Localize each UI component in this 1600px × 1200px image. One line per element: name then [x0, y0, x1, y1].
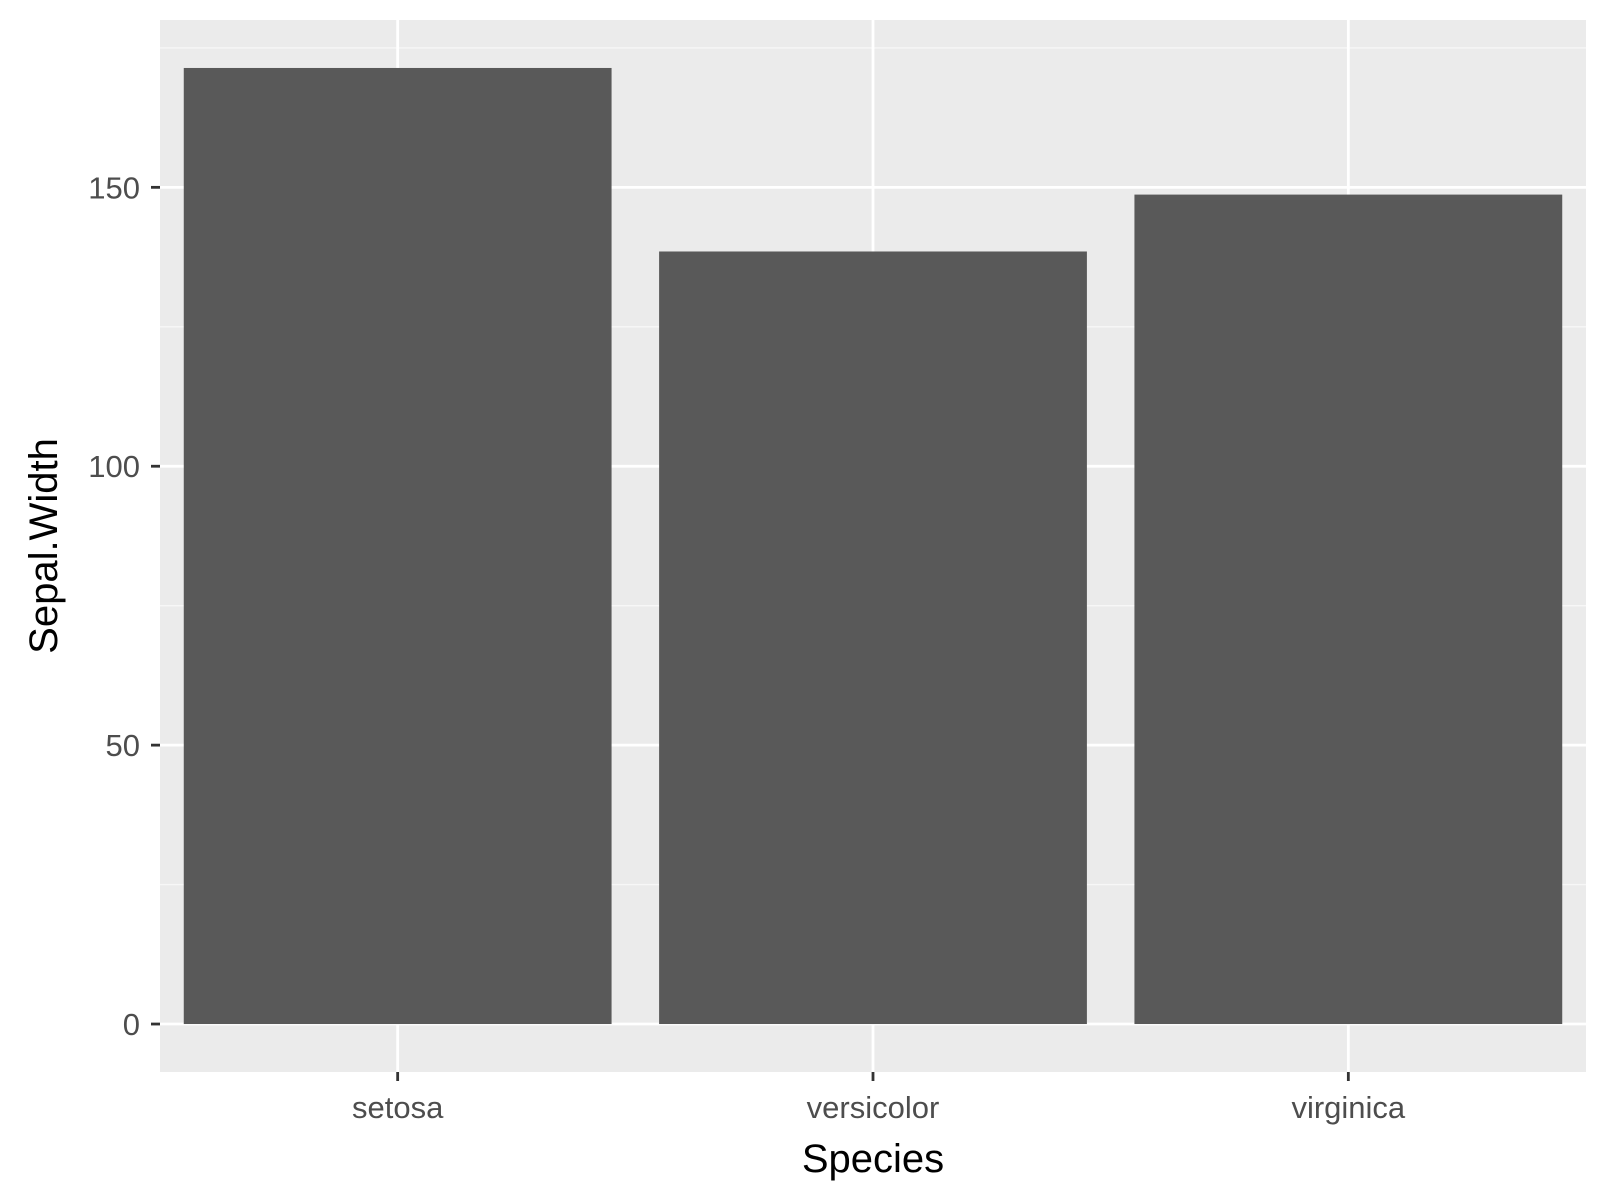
- y-tick-label: 150: [88, 170, 140, 205]
- y-tick-label: 50: [106, 728, 140, 763]
- x-tick-label: setosa: [352, 1090, 444, 1125]
- x-tick-label: virginica: [1291, 1090, 1405, 1125]
- x-tick-label: versicolor: [807, 1090, 940, 1125]
- bar-virginica: [1134, 194, 1563, 1025]
- y-axis-title: Sepal.Width: [22, 438, 66, 654]
- bars: [183, 67, 1563, 1025]
- bar-versicolor: [659, 251, 1087, 1025]
- y-tick-label: 100: [88, 449, 140, 484]
- x-axis-title: Species: [802, 1137, 944, 1181]
- bar-setosa: [183, 67, 612, 1025]
- x-axis-ticks: setosa versicolor virginica: [352, 1072, 1406, 1125]
- y-axis-ticks: 0 50 100 150: [88, 170, 160, 1042]
- y-tick-label: 0: [123, 1007, 140, 1042]
